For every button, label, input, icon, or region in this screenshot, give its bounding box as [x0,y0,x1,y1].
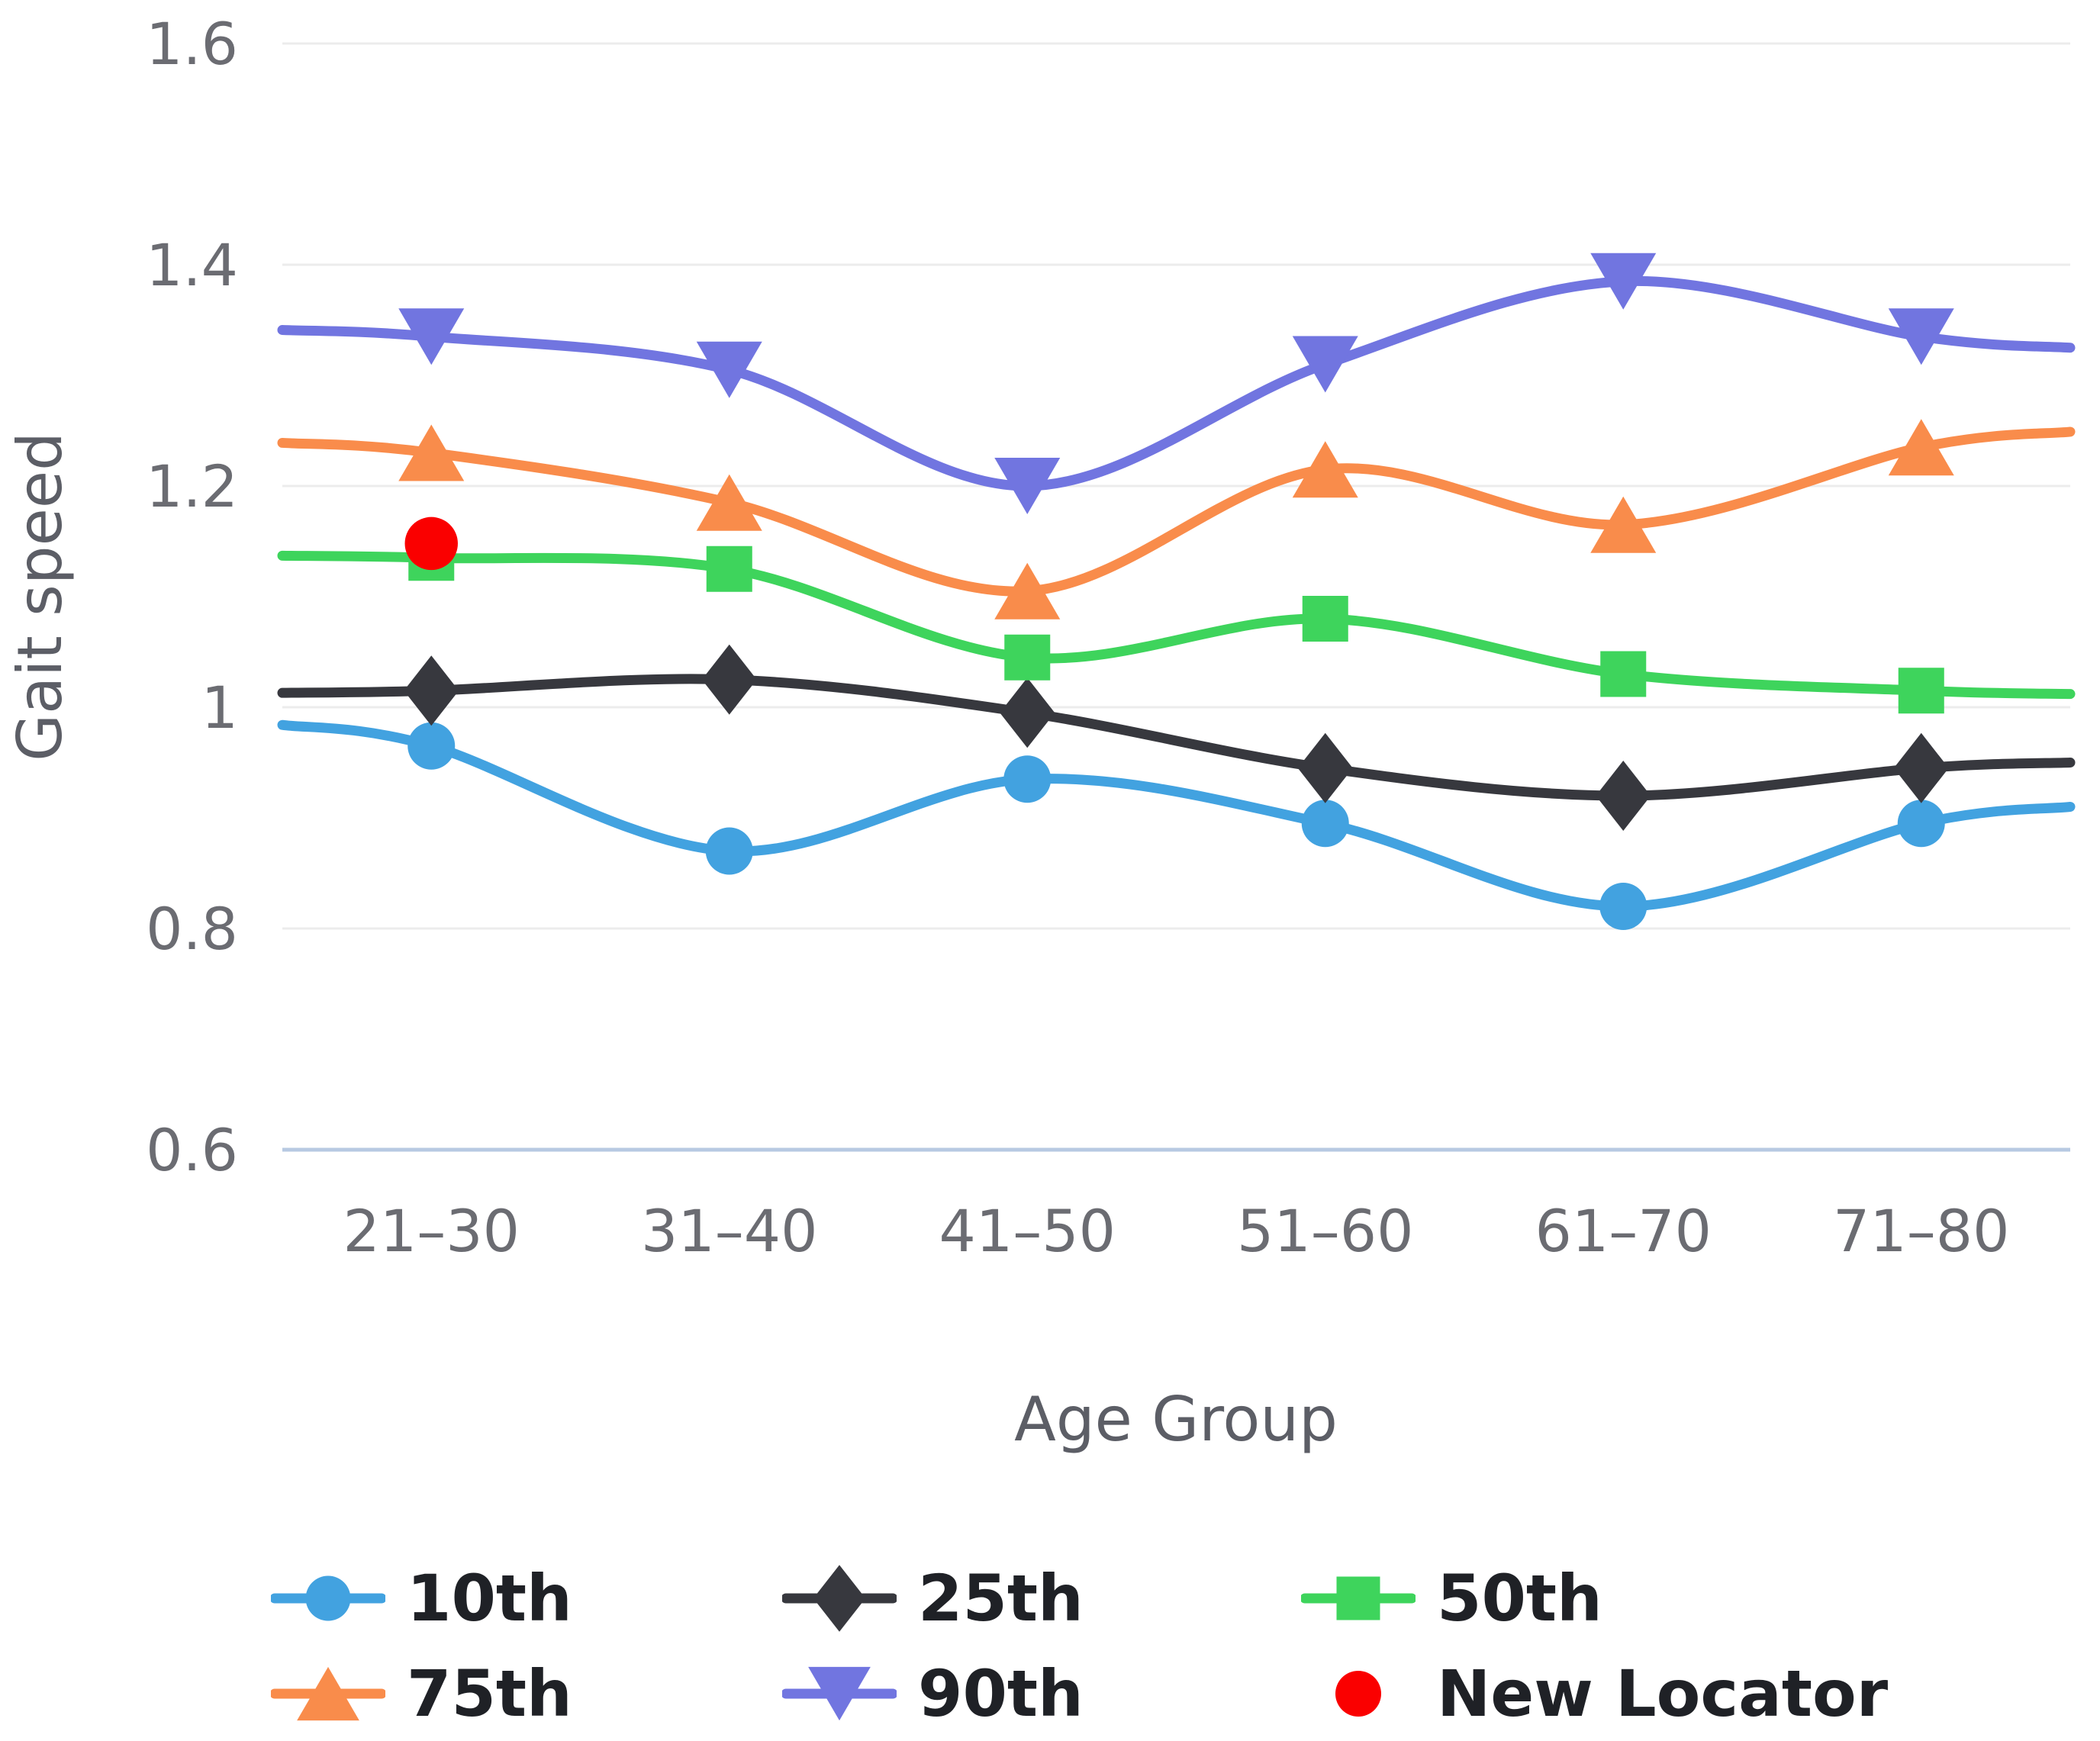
series-line-75th[interactable] [277,426,2076,597]
data-point-75th-41–50[interactable] [994,562,1061,619]
data-point-50th-51–60[interactable] [1302,596,1348,642]
legend-label: 10th [407,1561,572,1636]
legend-marker-triangle-up-icon [271,1666,385,1721]
series-50th [277,535,2076,714]
legend-circle[interactable] [305,1575,351,1621]
legend-square[interactable] [1336,1576,1380,1620]
legend-marker-red-dot-icon [1335,1671,1381,1717]
x-tick-label: 21–30 [343,1197,520,1265]
legend-marker-triangle-down-icon [782,1666,897,1721]
series-90th [277,253,2076,514]
legend-label: 90th [918,1656,1084,1731]
data-point-25th-21–30[interactable] [404,655,459,726]
x-tick-label: 71–80 [1833,1197,2009,1265]
series-line-10th[interactable] [277,719,2076,912]
data-point-50th-41–50[interactable] [1004,634,1051,681]
data-point-75th-71–80[interactable] [1888,419,1954,476]
new-locator-point[interactable] [404,517,458,571]
data-point-10th-21–30[interactable] [407,722,456,770]
data-point-90th-71–80[interactable] [1888,308,1954,365]
data-point-50th-71–80[interactable] [1898,668,1944,714]
x-tick-label: 31–40 [641,1197,817,1265]
y-tick-label: 0.8 [146,895,238,963]
legend-red-dot [1335,1671,1381,1717]
y-tick-label: 1 [201,674,238,742]
data-point-25th-71–80[interactable] [1893,732,1949,803]
data-point-10th-51–60[interactable] [1301,800,1349,848]
legend-item-75th[interactable]: 75th [271,1652,572,1736]
data-point-25th-41–50[interactable] [1000,677,1055,748]
legend-label: 50th [1437,1561,1602,1636]
legend-item-new-locator[interactable]: New Locator [1301,1652,1888,1736]
data-point-10th-31–40[interactable] [705,827,753,875]
series-line-25th[interactable] [277,674,2076,801]
data-point-25th-61–70[interactable] [1596,761,1651,831]
y-tick-label: 1.4 [146,231,238,299]
x-tick-label: 41–50 [939,1197,1116,1265]
series-line-50th[interactable] [277,550,2076,700]
legend-marker-square-icon [1301,1576,1416,1620]
series-25th [277,644,2076,831]
legend-triangle-down[interactable] [808,1666,871,1721]
data-point-75th-61–70[interactable] [1590,496,1657,553]
legend-label: 25th [918,1561,1084,1636]
legend-item-10th[interactable]: 10th [271,1556,572,1640]
legend-item-50th[interactable]: 50th [1301,1556,1602,1640]
data-point-75th-51–60[interactable] [1292,441,1358,498]
legend-item-90th[interactable]: 90th [782,1652,1084,1736]
chart-legend: 10th 25th 50th 75th 90th New Locator [0,1541,2100,1741]
data-point-90th-31–40[interactable] [696,341,762,398]
data-point-75th-21–30[interactable] [398,424,465,481]
data-point-90th-51–60[interactable] [1292,336,1358,393]
data-point-10th-41–50[interactable] [1003,755,1052,803]
x-tick-label: 61–70 [1535,1197,1712,1265]
data-point-50th-61–70[interactable] [1600,651,1647,697]
legend-marker-circle-icon [271,1575,385,1621]
data-point-10th-61–70[interactable] [1599,883,1647,930]
series-75th [277,419,2076,619]
legend-diamond[interactable] [813,1565,866,1632]
legend-label: New Locator [1437,1656,1889,1731]
legend-triangle-up[interactable] [297,1666,359,1721]
series-10th [277,719,2076,930]
data-point-10th-71–80[interactable] [1897,800,1945,848]
x-tick-label: 51–60 [1237,1197,1413,1265]
y-tick-label: 0.6 [146,1116,238,1184]
y-tick-label: 1.6 [146,10,238,78]
legend-marker-diamond-icon [782,1565,897,1632]
data-point-75th-31–40[interactable] [696,474,762,531]
legend-label: 75th [407,1656,572,1731]
y-tick-label: 1.2 [146,452,238,520]
x-axis-title: Age Group [1014,1384,1338,1455]
legend-item-25th[interactable]: 25th [782,1556,1084,1640]
y-axis-title: Gait speed [5,432,76,761]
data-point-50th-31–40[interactable] [706,545,752,592]
data-point-90th-21–30[interactable] [398,308,465,365]
data-point-90th-61–70[interactable] [1590,253,1657,310]
data-point-90th-41–50[interactable] [994,458,1061,514]
data-point-25th-31–40[interactable] [701,644,757,715]
data-point-25th-51–60[interactable] [1297,732,1353,803]
series-line-90th[interactable] [277,275,2076,491]
